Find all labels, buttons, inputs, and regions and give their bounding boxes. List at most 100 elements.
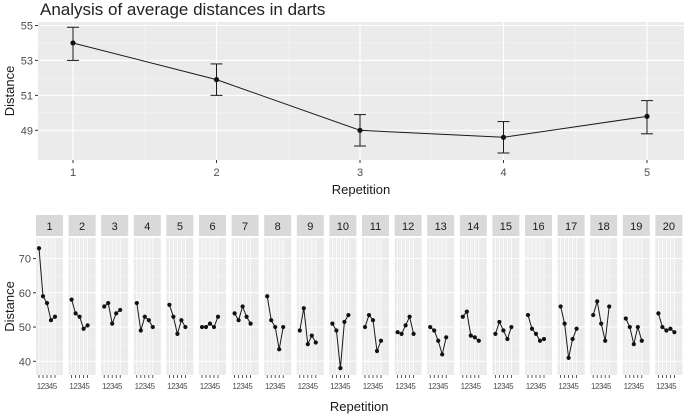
facet-point: [562, 321, 567, 326]
facet-panel-16: 16 1 2 3 4 5: [525, 215, 552, 391]
facet-point: [501, 328, 506, 333]
facet-point: [370, 318, 376, 323]
facet-x-tick-label: 1: [37, 382, 42, 391]
facet-point: [248, 321, 253, 326]
facet-point: [407, 314, 412, 319]
facet-x-tick-label: 4: [179, 382, 184, 391]
facet-x-tick-label: 5: [672, 382, 677, 391]
facet-panel-background: [166, 238, 194, 375]
facet-panel-20: 20 1 2 3 4 5: [655, 215, 683, 391]
facet-x-tick-label: 3: [45, 382, 50, 391]
facet-point: [476, 338, 481, 343]
facet-panel-background: [459, 238, 487, 375]
facet-x-tick-label: 4: [440, 382, 445, 391]
facet-point: [171, 314, 176, 319]
facet-point: [179, 318, 184, 323]
facet-point: [52, 314, 58, 319]
facet-x-tick-label: 5: [85, 382, 90, 391]
facet-x-tick-label: 4: [212, 382, 217, 391]
facet-strip-label: 8: [275, 221, 281, 233]
facet-x-tick-label: 3: [273, 382, 278, 391]
facet-x-tick-label: 3: [534, 382, 539, 391]
facet-strip: [329, 215, 357, 236]
facet-point: [631, 342, 636, 347]
facet-x-tick-label: 2: [530, 382, 535, 391]
facet-point: [460, 314, 465, 319]
facet-x-tick-label: 5: [509, 382, 514, 391]
top-y-axis-label: Distance: [2, 66, 17, 117]
mean-point: [70, 40, 76, 46]
facet-point: [599, 321, 604, 326]
facet-x-tick-label: 4: [375, 382, 380, 391]
facet-point: [493, 331, 498, 336]
facet-x-tick-label: 5: [607, 382, 612, 391]
facet-point: [73, 311, 78, 316]
facet-strip-label: 20: [663, 221, 675, 233]
facet-point: [215, 314, 221, 319]
facet-x-tick-label: 5: [53, 382, 58, 391]
facet-x-tick-label: 1: [200, 382, 205, 391]
facet-point: [591, 312, 596, 318]
facet-x-tick-label: 3: [501, 382, 506, 391]
facet-point: [525, 312, 531, 318]
facet-x-tick-label: 4: [570, 382, 575, 391]
facet-point: [432, 328, 437, 333]
facet-x-tick-label: 2: [236, 382, 241, 391]
facet-x-tick-label: 2: [73, 382, 78, 391]
facet-point: [167, 302, 172, 307]
facet-point: [660, 324, 665, 330]
facet-point: [175, 331, 180, 336]
facet-strip: [655, 215, 683, 236]
facet-point: [505, 336, 510, 342]
facet-x-tick-label: 1: [69, 382, 74, 391]
facet-strip-label: 7: [242, 221, 248, 233]
facet-point: [44, 300, 50, 306]
facet-x-tick-label: 5: [477, 382, 482, 391]
top-x-tick-label: 1: [70, 167, 76, 179]
facet-x-tick-label: 1: [558, 382, 563, 391]
facet-point: [346, 312, 351, 318]
facet-point: [102, 304, 107, 309]
facet-x-tick-label: 5: [574, 382, 579, 391]
facet-point: [240, 304, 245, 309]
facet-point: [150, 324, 155, 330]
facet-panel-15: 15 1 2 3 4 5: [492, 215, 520, 391]
top-y-tick-label: 53: [21, 55, 33, 67]
facet-point: [468, 333, 473, 338]
facet-y-tick-label: 50: [19, 322, 31, 334]
facet-x-tick-label: 5: [183, 382, 188, 391]
facet-point: [607, 304, 612, 309]
facet-x-tick-label: 5: [118, 382, 123, 391]
facet-x-tick-label: 5: [314, 382, 319, 391]
facet-panel-2: 21 2 3 4 5: [68, 215, 96, 391]
facet-strip: [427, 215, 455, 236]
facet-point: [265, 294, 270, 299]
facet-point: [627, 324, 632, 330]
facet-x-tick-label: 1: [363, 382, 368, 391]
mean-point: [213, 77, 220, 83]
facet-strip: [296, 215, 324, 236]
facet-x-tick-label: 1: [656, 382, 661, 391]
facet-strip-label: 5: [177, 221, 183, 233]
facet-strip-label: 1: [46, 221, 52, 233]
facet-panel-background: [329, 238, 357, 375]
facet-point: [378, 338, 384, 343]
mean-point: [644, 113, 650, 119]
facet-x-tick-label: 4: [473, 382, 478, 391]
mean-point: [357, 127, 363, 133]
facet-strip: [199, 215, 226, 236]
facet-point: [472, 335, 477, 340]
top-x-tick-label: 4: [500, 167, 506, 179]
facet-point: [281, 324, 286, 330]
facet-panel-background: [427, 238, 455, 375]
facet-strip: [459, 215, 487, 236]
mean-point: [500, 134, 507, 140]
facet-strip: [492, 215, 520, 236]
facet-point: [411, 331, 416, 336]
facet-strip-label: 15: [500, 221, 512, 233]
top-x-tick-label: 2: [213, 167, 219, 179]
facet-point: [48, 318, 54, 323]
facet-x-tick-label: 1: [298, 382, 303, 391]
facet-point: [570, 336, 575, 342]
top-panel-background: [38, 22, 684, 160]
